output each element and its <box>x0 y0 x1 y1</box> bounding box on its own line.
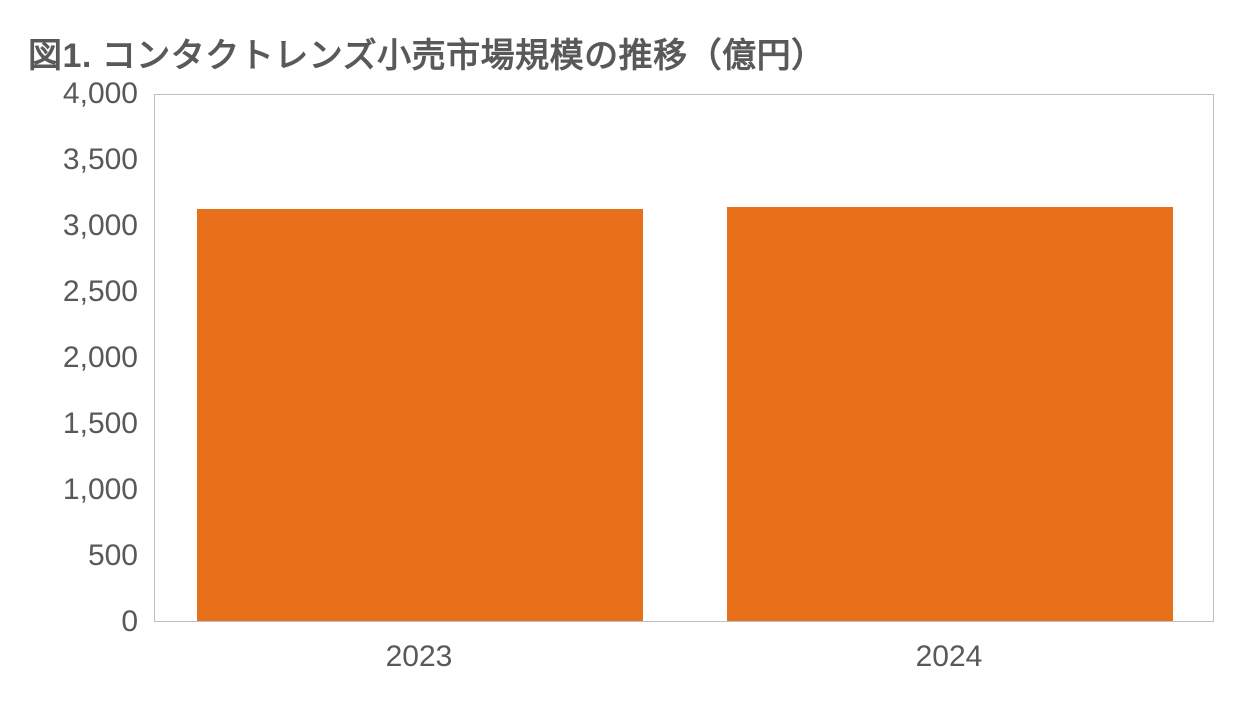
y-tick-label: 1,000 <box>0 473 138 507</box>
y-tick-label: 500 <box>0 539 138 573</box>
x-axis: 2023 2024 <box>154 622 1214 682</box>
x-tick-label: 2023 <box>386 640 453 674</box>
y-tick-label: 3,000 <box>0 209 138 243</box>
bar <box>727 207 1172 621</box>
x-tick-label: 2024 <box>916 640 983 674</box>
plot-area <box>154 94 1214 622</box>
y-axis: 05001,0001,5002,0002,5003,0003,5004,000 <box>0 94 146 622</box>
y-tick-label: 2,000 <box>0 341 138 375</box>
chart-title: 図1. コンタクトレンズ小売市場規模の推移（億円） <box>28 28 826 77</box>
y-tick-label: 4,000 <box>0 77 138 111</box>
y-tick-label: 0 <box>0 605 138 639</box>
bar-chart: 図1. コンタクトレンズ小売市場規模の推移（億円） 0 500 1,000 1,500… <box>0 0 1238 721</box>
y-tick-label: 1,500 <box>0 407 138 441</box>
bar <box>197 209 642 621</box>
y-tick-label: 2,500 <box>0 275 138 309</box>
y-tick-label: 3,500 <box>0 143 138 177</box>
